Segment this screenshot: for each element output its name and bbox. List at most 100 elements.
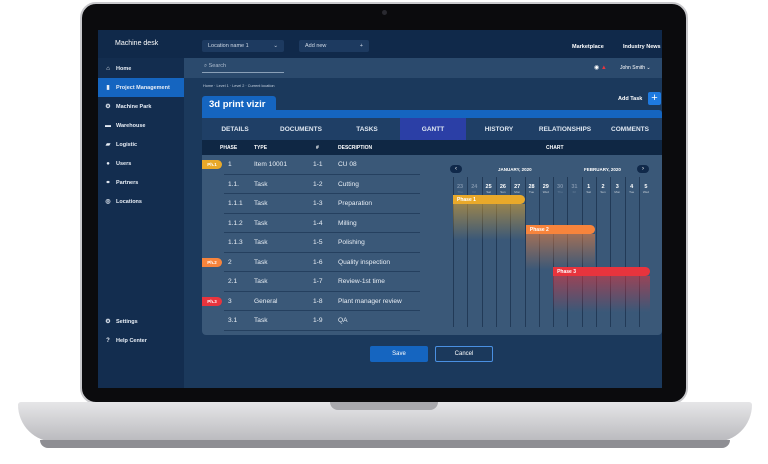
phase-shade — [525, 234, 595, 270]
app-title: Machine desk — [115, 40, 159, 47]
sidebar-item-warehouse[interactable]: ▬ Warehouse — [98, 116, 184, 135]
tab-relationships[interactable]: RELATIONSHIPS — [538, 125, 592, 133]
number-cell: 1-9 — [313, 317, 323, 324]
chevron-down-icon: ⌄ — [273, 43, 278, 49]
day-number: 28 — [528, 184, 535, 190]
tab-comments[interactable]: COMMENTS — [611, 125, 649, 133]
add-new-button[interactable]: Add new + — [299, 40, 369, 52]
description-cell: Cutting — [338, 180, 359, 188]
sidebar-item-label: Home — [116, 65, 132, 72]
machine-icon: ⚙ — [105, 104, 111, 110]
tab-history[interactable]: HISTORY — [484, 125, 514, 133]
notifications-icon[interactable]: ◉ ▲ — [594, 65, 607, 71]
search-placeholder: Search — [208, 63, 227, 69]
tab-gantt[interactable]: GANTT — [400, 118, 466, 140]
sidebar-item-home[interactable]: ⌂ Home — [98, 59, 184, 78]
top-bar: Machine desk Location name 1 ⌄ Add new + M… — [98, 30, 662, 58]
marketplace-link[interactable]: Marketplace — [572, 44, 604, 50]
gear-icon: ⚙ — [105, 319, 111, 325]
day-label: 2 Sun — [596, 184, 610, 194]
day-label: 3 Mon — [610, 184, 624, 194]
table-row[interactable]: 2.1 Task 1-7 Review-1st time — [224, 272, 420, 292]
weekday: Fri — [572, 190, 577, 194]
phase-cell: 1.1. — [228, 180, 239, 188]
day-gridline — [596, 177, 597, 327]
day-label: 30 Thu — [553, 184, 567, 194]
home-icon: ⌂ — [106, 65, 110, 72]
description-cell: Polishing — [338, 239, 365, 246]
sidebar-item-label: Locations — [116, 198, 142, 205]
day-number: 2 — [601, 184, 605, 190]
user-menu[interactable]: John Smith ⌄ — [620, 65, 651, 71]
day-gridline — [467, 177, 469, 327]
sidebar-item-settings[interactable]: ⚙ Settings — [98, 312, 184, 331]
table-row[interactable]: 1.1.2 Task 1-4 Milling — [224, 214, 420, 233]
weekday: Sat — [586, 190, 591, 194]
type-cell: Task — [254, 278, 268, 285]
gantt-bar[interactable]: Phase 1 — [453, 195, 525, 204]
save-button[interactable]: Save — [370, 346, 428, 362]
day-label: 27 Mon — [510, 184, 524, 194]
table-row[interactable]: 1.1.3 Task 1-5 Polishing — [224, 233, 420, 253]
sidebar-item-label: Logistic — [116, 141, 138, 148]
phase-cell: 2 — [228, 258, 232, 266]
sidebar-item-label: Settings — [116, 318, 138, 325]
weekday: Wed — [642, 190, 649, 194]
sidebar-item-locations[interactable]: ◎ Locations — [98, 192, 184, 211]
table-row[interactable]: 1.1.1 Task 1-3 Preparation — [224, 194, 420, 214]
table-row[interactable]: 1.1. Task 1-2 Cutting — [224, 175, 420, 194]
weekday: Mon — [514, 190, 521, 194]
phase-cell: 1 — [228, 161, 232, 168]
sidebar-item-partners[interactable]: ⚭ Partners — [98, 173, 184, 192]
phase-cell: 2.1 — [228, 278, 238, 285]
phase-shade — [553, 276, 651, 312]
tab-tasks[interactable]: TASKS — [356, 125, 378, 133]
cancel-button[interactable]: Cancel — [435, 346, 493, 362]
sidebar-item-label: Users — [116, 160, 132, 167]
phase-cell: 1.1.1 — [228, 200, 243, 207]
number-cell: 1-3 — [313, 200, 323, 207]
type-cell: Item 10001 — [254, 161, 287, 168]
month-label: FEBRUARY, 2020 — [584, 167, 621, 172]
add-task-button[interactable]: + — [648, 92, 661, 105]
sidebar-item-logistic[interactable]: ▰ Logistic — [98, 135, 184, 154]
header-type: TYPE — [254, 145, 268, 151]
day-number: 23 — [456, 184, 464, 190]
table-row[interactable]: 2 Task 1-6 Quality inspection — [224, 253, 420, 272]
day-number: 5 — [644, 184, 648, 190]
header-phase: PHASE — [220, 145, 238, 151]
sidebar-item-project-management[interactable]: ▮ Project Management — [98, 78, 184, 97]
user-name: John Smith — [620, 65, 646, 71]
phase-shade — [453, 204, 525, 240]
day-label: 4 Tue — [625, 184, 639, 194]
help-icon: ? — [106, 337, 110, 344]
table-row[interactable]: 3 General 1-8 Plant manager review — [224, 292, 420, 311]
title-strip — [202, 110, 662, 118]
tab-documents[interactable]: DOCUMENTS — [280, 125, 322, 133]
type-cell: Task — [254, 219, 268, 227]
phase-badge: Ph.2 — [202, 257, 222, 267]
camera — [382, 10, 387, 15]
location-icon: ◎ — [105, 199, 111, 205]
type-cell: Task — [254, 200, 268, 207]
industry-news-link[interactable]: Industry News — [623, 44, 661, 50]
sidebar-item-machine-park[interactable]: ⚙ Machine Park — [98, 97, 184, 116]
gantt-bar[interactable]: Phase 2 — [525, 225, 595, 234]
day-label: 31 Fri — [567, 184, 581, 194]
search-bar-row: ⌕ Search ◉ ▲ John Smith ⌄ — [184, 58, 662, 78]
tab-details[interactable]: DETAILS — [221, 125, 249, 133]
prev-month-button[interactable]: ‹ — [450, 165, 462, 173]
sidebar-item-label: Partners — [116, 179, 139, 186]
sidebar-item-users[interactable]: ● Users — [98, 154, 184, 173]
search-input[interactable]: ⌕ Search — [202, 63, 284, 73]
table-row[interactable]: 1 Item 10001 1-1 CU 08 — [224, 155, 420, 175]
type-cell: Task — [254, 239, 268, 246]
sidebar-item-help-center[interactable]: ? Help Center — [98, 331, 184, 350]
gantt-bar[interactable]: Phase 3 — [553, 267, 651, 276]
next-month-button[interactable]: › — [637, 165, 649, 173]
table-row[interactable]: 3.1 Task 1-9 QA — [224, 311, 420, 331]
sidebar: ⌂ Home ▮ Project Management ⚙ Machine Park ▬ Wa… — [98, 58, 184, 388]
location-select[interactable]: Location name 1 ⌄ — [202, 40, 284, 52]
location-label: Location name 1 — [208, 43, 249, 49]
weekday: Tue — [528, 190, 535, 194]
